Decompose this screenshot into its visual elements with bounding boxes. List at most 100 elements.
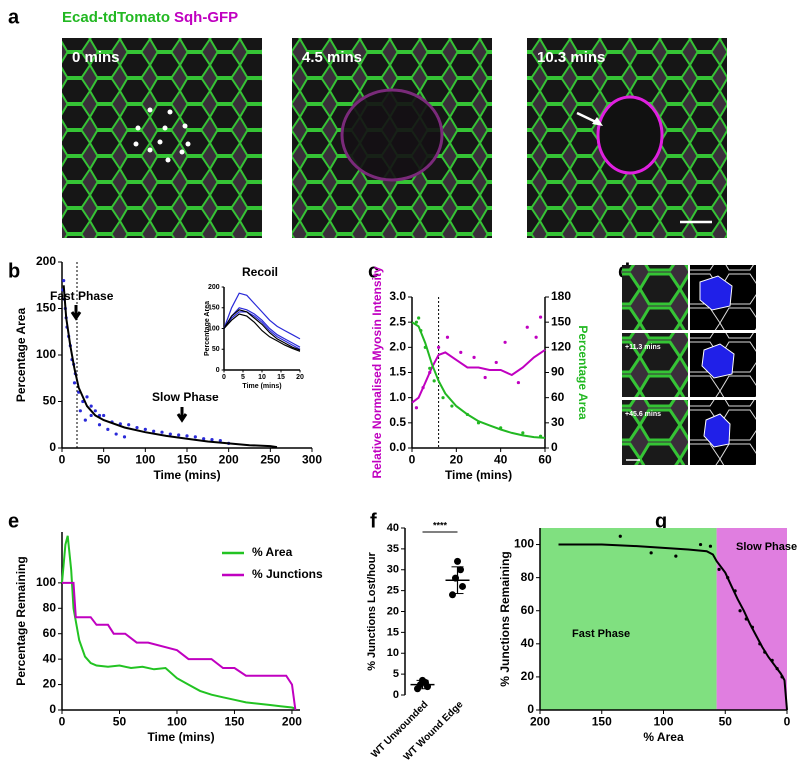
data-point [97, 423, 102, 427]
y-tick-label: 0 [393, 689, 399, 701]
data-point [210, 438, 214, 442]
y-tick-label: 1.0 [389, 390, 406, 404]
data-point [744, 617, 748, 621]
data-point [454, 557, 461, 565]
y-tick-label: 50 [212, 346, 220, 353]
data-point [618, 534, 622, 538]
significance-label: **** [433, 520, 448, 530]
data-line [223, 311, 301, 350]
data-point [459, 350, 463, 354]
y-tick-label: 100 [208, 325, 220, 332]
x-axis-title: % Area [643, 730, 684, 744]
y2-axis-title: Percentage Area [576, 325, 590, 420]
x-tick-label: 100 [135, 453, 155, 467]
image-label: 4.5 mins [302, 49, 362, 66]
data-point [168, 432, 172, 436]
y-tick-label: 200 [208, 284, 220, 291]
dot [185, 141, 191, 147]
y-tick-label: 150 [208, 305, 220, 312]
y-axis-title: Percentage Area [204, 301, 211, 356]
y2-tick-label: 0 [551, 440, 558, 454]
panel-letter: b [8, 260, 20, 282]
data-point [83, 418, 87, 422]
data-line [223, 307, 301, 348]
x-tick-label: WT Wound Edge [402, 699, 466, 763]
dot [147, 107, 153, 113]
x-tick-label: 10 [258, 374, 266, 381]
data-point [114, 432, 118, 436]
x-tick-label: 20 [296, 374, 304, 381]
dot [157, 139, 163, 145]
micrograph [62, 38, 262, 238]
data-point [698, 542, 703, 547]
y2-tick-label: 90 [551, 365, 565, 379]
data-line [62, 285, 278, 449]
ablation-dots [133, 107, 191, 163]
x-tick-label: 250 [260, 453, 280, 467]
y-axis-title: % Junctions Remaining [498, 551, 512, 686]
data-point [459, 582, 466, 590]
x-tick-label: 150 [592, 715, 612, 729]
x-tick-label: 100 [167, 715, 187, 729]
data-point [127, 423, 131, 427]
data-point [152, 429, 156, 433]
data-point [494, 360, 498, 365]
tracked-cell [699, 275, 733, 311]
y-tick-label: 150 [36, 301, 56, 315]
y-tick-label: 20 [521, 669, 535, 683]
data-point [738, 609, 742, 613]
x-tick-label: 0 [784, 715, 791, 729]
data-point [428, 366, 432, 370]
inset-background [202, 277, 308, 395]
data-point [432, 379, 436, 383]
y-tick-label: 0 [216, 367, 220, 374]
data-point [160, 430, 164, 434]
y-tick-label: 25 [387, 585, 399, 597]
micrograph [622, 400, 688, 465]
image-0 [62, 38, 262, 238]
x-tick-label: 5 [241, 374, 245, 381]
data-point [185, 434, 189, 438]
y-tick-label: 100 [36, 347, 56, 361]
wound [340, 88, 444, 182]
y-tick-label: 50 [43, 394, 57, 408]
data-point [449, 591, 456, 599]
legend-label: % Junctions [252, 567, 323, 581]
dot [167, 109, 173, 115]
x-tick-label: 50 [97, 453, 111, 467]
x-tick-label: 50 [719, 715, 733, 729]
data-point [649, 551, 653, 555]
data-line [411, 349, 546, 404]
x-tick-label: 200 [282, 715, 302, 729]
y-tick-label: 10 [387, 647, 399, 659]
y-axis-title: Relative Normalised Myosin Intensity [370, 266, 384, 478]
y2-tick-label: 150 [551, 314, 571, 328]
image-1 [292, 38, 492, 238]
y-tick-label: 100 [514, 537, 534, 551]
image-label: +11.3 mins [625, 344, 661, 351]
x-tick-label: 20 [450, 453, 464, 467]
image-label: 10.3 mins [537, 49, 605, 66]
x-tick-label: 200 [219, 453, 239, 467]
x-tick-label: 40 [494, 453, 508, 467]
data-point [106, 427, 110, 431]
data-point [445, 335, 450, 339]
phase-label: Fast Phase [572, 628, 630, 640]
panel-letter: g [655, 510, 667, 532]
annotation: Recoil [242, 265, 278, 279]
dot [147, 147, 153, 153]
y-tick-label: 200 [36, 254, 56, 268]
data-point [102, 413, 106, 418]
y2-tick-label: 180 [551, 289, 571, 303]
data-point [218, 438, 222, 443]
x-tick-label: 150 [177, 453, 197, 467]
y-axis-title: Percentage Area [14, 308, 28, 403]
phase-label: Slow Phase [736, 541, 797, 553]
y-tick-label: 20 [387, 605, 399, 617]
data-point [483, 375, 487, 380]
data-point [143, 427, 147, 431]
x-tick-label: 200 [530, 715, 550, 729]
y-tick-label: 0.0 [389, 440, 406, 454]
data-point [538, 434, 543, 438]
data-point [414, 406, 419, 410]
